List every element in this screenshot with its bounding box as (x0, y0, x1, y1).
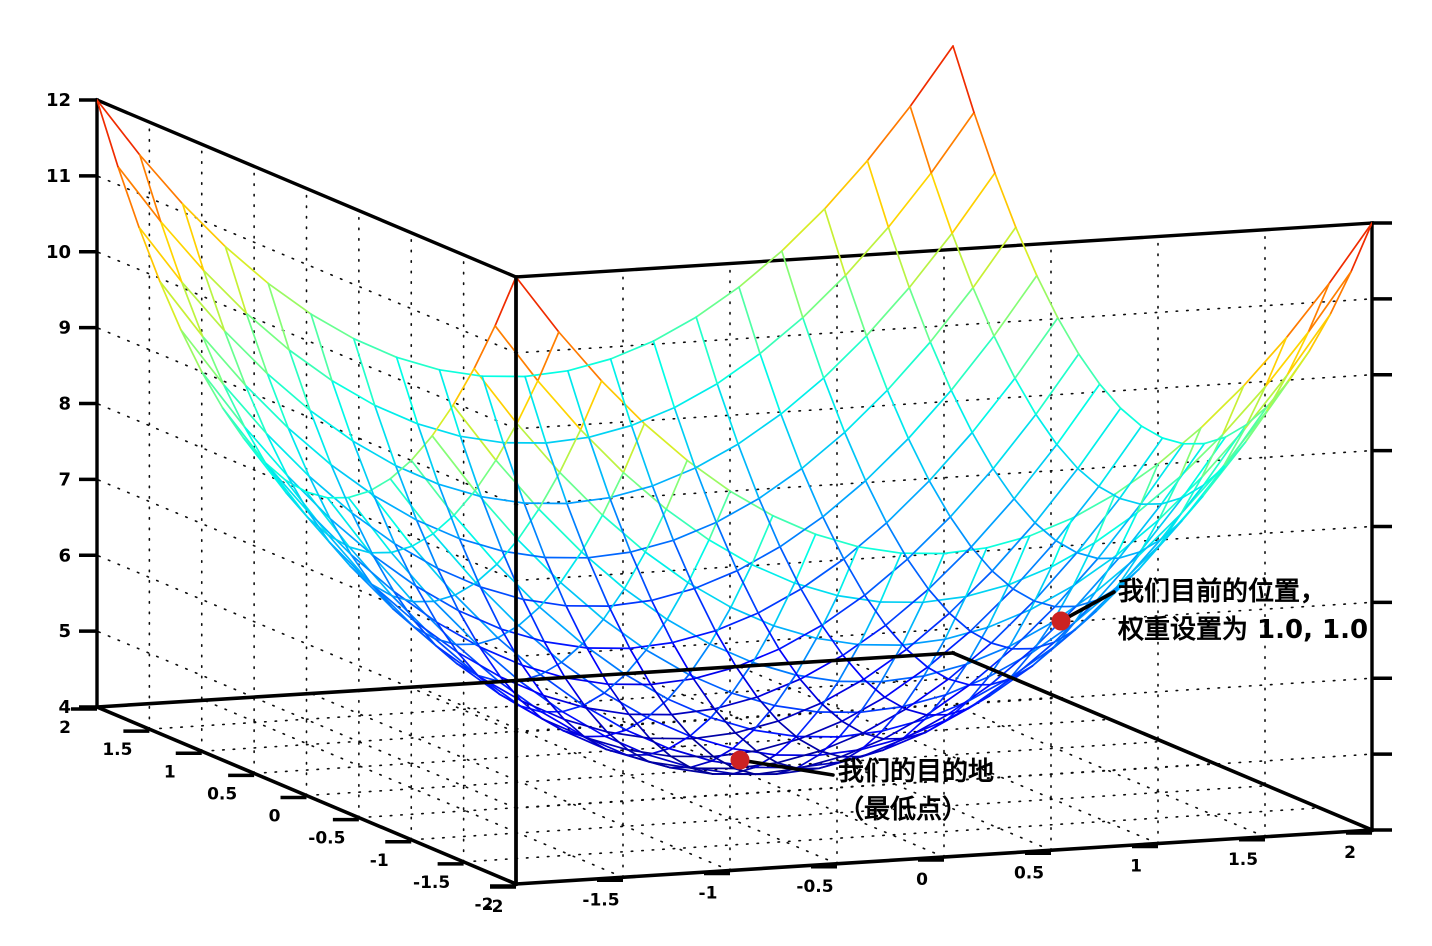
y-tick-label: -1.5 (413, 873, 450, 893)
current-position-marker[interactable] (1051, 611, 1071, 631)
x-tick-label: 0 (916, 870, 928, 890)
x-tick-label: 0.5 (1014, 863, 1044, 883)
y-tick-label: 0.5 (207, 784, 237, 804)
y-tick-label: 1.5 (102, 740, 132, 760)
z-tick-label: 9 (58, 318, 71, 339)
axis-lines (94, 275, 1375, 887)
y-tick-label: 2 (59, 718, 71, 738)
global-minimum-marker[interactable] (730, 750, 750, 770)
current-position-leader-line (1059, 590, 1116, 623)
global-minimum-annotation: 我们的目的地 （最低点） (838, 756, 994, 825)
annotation-line: 我们的目的地 (838, 756, 994, 787)
y-axis-ticks (71, 707, 516, 888)
z-tick-label: 8 (58, 394, 71, 415)
y-tick-label: -0.5 (308, 829, 345, 849)
y-tick-label: -1 (370, 851, 389, 871)
current-position-annotation: 我们目前的位置， 权重设置为 1.0, 1.0 (1117, 576, 1368, 645)
z-tick-label: 10 (46, 242, 71, 263)
y-tick-label: 0 (269, 807, 281, 827)
x-tick-label: 1.5 (1228, 850, 1258, 870)
x-tick-label: -1 (699, 884, 718, 904)
y-tick-label: 1 (164, 762, 176, 782)
z-tick-label: 11 (46, 166, 71, 187)
annotation-line: 我们目前的位置， (1118, 576, 1326, 607)
x-tick-label: 2 (1344, 843, 1356, 863)
x-tick-label: -1.5 (582, 890, 619, 910)
z-tick-label: 4 (58, 697, 71, 718)
z-axis-ticks-right (1372, 221, 1392, 832)
z-tick-label: 7 (58, 469, 71, 490)
x-tick-label: -2 (485, 897, 504, 917)
x-tick-label: -0.5 (796, 877, 833, 897)
annotation-line: 权重设置为 1.0, 1.0 (1117, 615, 1368, 645)
x-tick-label: 1 (1130, 857, 1142, 877)
global-minimum-leader-line (738, 758, 835, 777)
z-axis-ticks (79, 98, 97, 709)
y-tick-label: -2 (475, 895, 494, 915)
annotation-line: （最低点） (838, 794, 968, 825)
z-tick-label: 12 (46, 90, 71, 111)
z-tick-label: 5 (58, 621, 71, 642)
x-axis-ticks (490, 831, 1372, 889)
z-tick-label: 6 (58, 545, 71, 566)
wireframe-mesh (96, 45, 1373, 776)
